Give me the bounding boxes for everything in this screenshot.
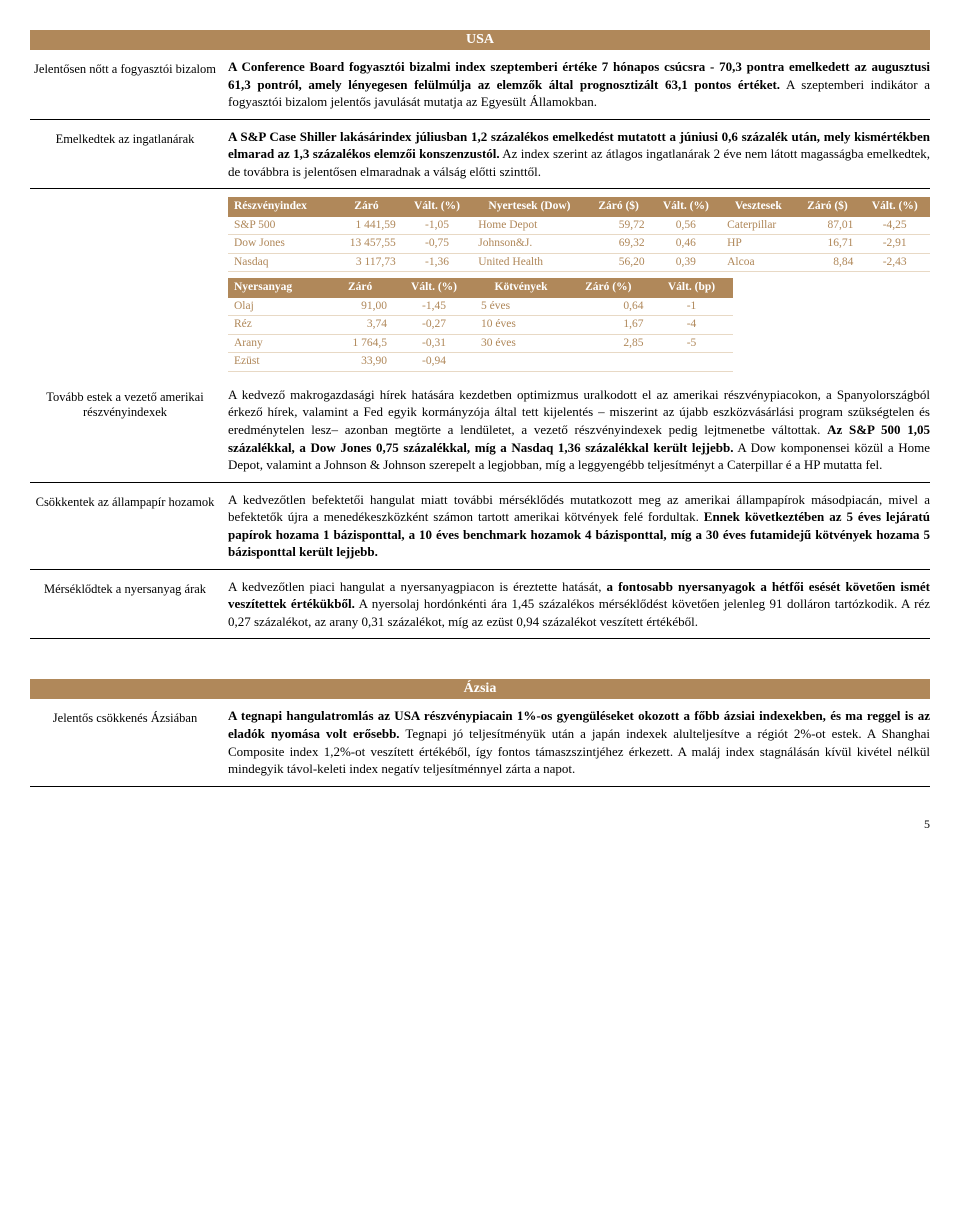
table-cell: -1,45 xyxy=(393,298,475,316)
usa-row-1: Emelkedtek az ingatlanárak A S&P Case Sh… xyxy=(30,120,930,190)
table-cell: -1,05 xyxy=(402,217,473,235)
table-cell: -5 xyxy=(650,334,734,353)
usa-text-3: A kedvezőtlen befektetői hangulat miatt … xyxy=(228,491,930,561)
table-cell: 5 éves xyxy=(475,298,567,316)
asia-row-0: Jelentős csökkenés Ázsiában A tegnapi ha… xyxy=(30,699,930,786)
table-row: Nasdaq3 117,73-1,36United Health56,200,3… xyxy=(228,253,930,272)
table-cell: 0,64 xyxy=(567,298,649,316)
t2-header: Vált. (bp) xyxy=(650,278,734,298)
table-cell: 16,71 xyxy=(796,235,860,254)
usa-tables-row: RészvényindexZáróVált. (%)Nyertesek (Dow… xyxy=(30,189,930,386)
usa-label-0: Jelentősen nőtt a fogyasztói bizalom xyxy=(34,62,216,77)
table-cell: 56,20 xyxy=(587,253,651,272)
table-cell: HP xyxy=(721,235,795,254)
table-cell: 13 457,55 xyxy=(331,235,402,254)
section-header-usa: USA xyxy=(30,30,930,50)
table-cell: Arany xyxy=(228,334,327,353)
table-cell xyxy=(650,353,734,372)
table-cell: -4 xyxy=(650,316,734,335)
table-cell: -0,94 xyxy=(393,353,475,372)
section-header-asia: Ázsia xyxy=(30,679,930,699)
table-cell: 1 764,5 xyxy=(327,334,393,353)
table-cell: Alcoa xyxy=(721,253,795,272)
table-row: Réz3,74-0,2710 éves1,67-4 xyxy=(228,316,733,335)
table-cell: Home Depot xyxy=(472,217,586,235)
table-cell: 8,84 xyxy=(796,253,860,272)
t2-header: Kötvények xyxy=(475,278,567,298)
table-cell: -0,31 xyxy=(393,334,475,353)
usa-row-0: Jelentősen nőtt a fogyasztói bizalom A C… xyxy=(30,50,930,120)
table-row: S&P 5001 441,59-1,05Home Depot59,720,56C… xyxy=(228,217,930,235)
usa-text-4: A kedvezőtlen piaci hangulat a nyersanya… xyxy=(228,578,930,631)
asia-label-0: Jelentős csökkenés Ázsiában xyxy=(53,711,197,726)
table-cell: -2,91 xyxy=(859,235,930,254)
table-cell: -1 xyxy=(650,298,734,316)
table-cell: 59,72 xyxy=(587,217,651,235)
equity-table: RészvényindexZáróVált. (%)Nyertesek (Dow… xyxy=(228,197,930,272)
usa-row-4: Mérséklődtek a nyersanyag árak A kedvező… xyxy=(30,570,930,640)
table-cell: Olaj xyxy=(228,298,327,316)
table-cell: Dow Jones xyxy=(228,235,331,254)
table-cell: -0,75 xyxy=(402,235,473,254)
table-row: Arany1 764,5-0,3130 éves2,85-5 xyxy=(228,334,733,353)
table-cell: 1,67 xyxy=(567,316,649,335)
t1-header: Vált. (%) xyxy=(859,197,930,217)
table-cell: S&P 500 xyxy=(228,217,331,235)
usa-label-3: Csökkentek az állampapír hozamok xyxy=(36,495,215,510)
table-cell: Caterpillar xyxy=(721,217,795,235)
table-cell: 3,74 xyxy=(327,316,393,335)
table-cell: 0,56 xyxy=(651,217,722,235)
page-number: 5 xyxy=(30,817,930,832)
asia-text-0: A tegnapi hangulatromlás az USA részvény… xyxy=(228,707,930,777)
t2-header: Vált. (%) xyxy=(393,278,475,298)
usa-label-2: Tovább estek a vezető amerikai részvényi… xyxy=(30,390,220,420)
table-cell: 0,39 xyxy=(651,253,722,272)
usa-label-1: Emelkedtek az ingatlanárak xyxy=(56,132,195,147)
usa-text-1: A S&P Case Shiller lakásárindex júliusba… xyxy=(228,128,930,181)
usa-row-2: Tovább estek a vezető amerikai részvényi… xyxy=(30,386,930,483)
table-cell: 69,32 xyxy=(587,235,651,254)
table-cell: Johnson&J. xyxy=(472,235,586,254)
t2-header: Záró (%) xyxy=(567,278,649,298)
table-cell xyxy=(567,353,649,372)
t1-header: Záró ($) xyxy=(587,197,651,217)
usa-text-2: A kedvező makrogazdasági hírek hatására … xyxy=(228,386,930,474)
table-cell: Ezüst xyxy=(228,353,327,372)
table-row: Olaj91,00-1,455 éves0,64-1 xyxy=(228,298,733,316)
table-cell: Réz xyxy=(228,316,327,335)
table-cell: 91,00 xyxy=(327,298,393,316)
table-cell: 2,85 xyxy=(567,334,649,353)
table-cell: Nasdaq xyxy=(228,253,331,272)
t1-header: Nyertesek (Dow) xyxy=(472,197,586,217)
t1-header: Vesztesek xyxy=(721,197,795,217)
t1-header: Vált. (%) xyxy=(402,197,473,217)
table-cell: -0,27 xyxy=(393,316,475,335)
table-cell: United Health xyxy=(472,253,586,272)
table-cell: 30 éves xyxy=(475,334,567,353)
usa-row-3: Csökkentek az állampapír hozamok A kedve… xyxy=(30,483,930,570)
table-row: Dow Jones13 457,55-0,75Johnson&J.69,320,… xyxy=(228,235,930,254)
table-cell: 33,90 xyxy=(327,353,393,372)
t1-header: Részvényindex xyxy=(228,197,331,217)
usa-text-0: A Conference Board fogyasztói bizalmi in… xyxy=(228,58,930,111)
table-cell xyxy=(475,353,567,372)
commodity-table: NyersanyagZáróVált. (%)KötvényekZáró (%)… xyxy=(228,278,733,372)
table-cell: -4,25 xyxy=(859,217,930,235)
table-cell: 87,01 xyxy=(796,217,860,235)
table-cell: 3 117,73 xyxy=(331,253,402,272)
t2-header: Záró xyxy=(327,278,393,298)
table-row: Ezüst33,90-0,94 xyxy=(228,353,733,372)
usa-label-4: Mérséklődtek a nyersanyag árak xyxy=(44,582,206,597)
t1-header: Vált. (%) xyxy=(651,197,722,217)
table-cell: -2,43 xyxy=(859,253,930,272)
t2-header: Nyersanyag xyxy=(228,278,327,298)
table-cell: -1,36 xyxy=(402,253,473,272)
t1-header: Záró ($) xyxy=(796,197,860,217)
t1-header: Záró xyxy=(331,197,402,217)
table-cell: 0,46 xyxy=(651,235,722,254)
table-cell: 10 éves xyxy=(475,316,567,335)
table-cell: 1 441,59 xyxy=(331,217,402,235)
